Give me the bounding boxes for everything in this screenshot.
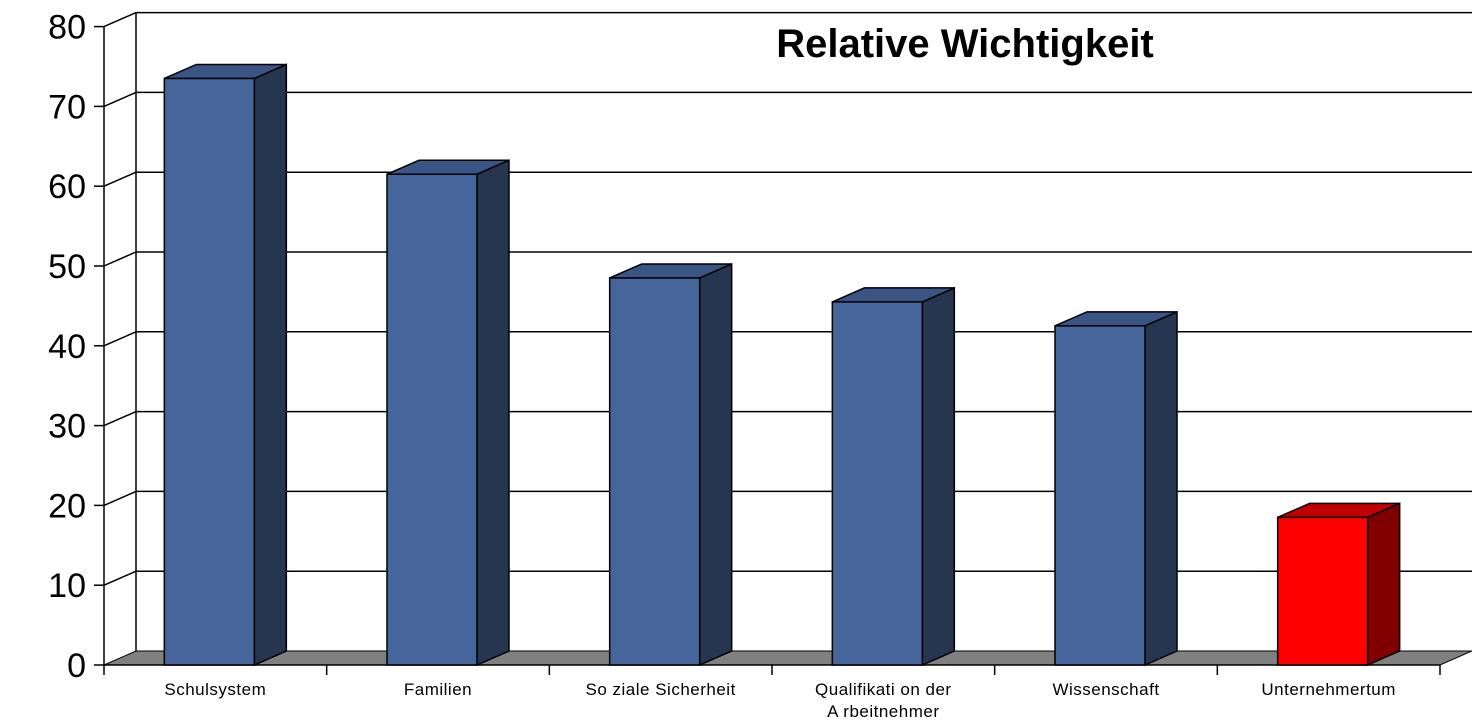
x-tick-labels: Schulsystem Familien So ziale Sicherheit Qu… bbox=[164, 680, 1396, 721]
gridline-diagonal bbox=[103, 171, 137, 187]
bar-side bbox=[698, 262, 733, 667]
bar bbox=[608, 262, 733, 667]
y-tick-label: 10 bbox=[48, 567, 86, 605]
gridline-diagonal bbox=[103, 410, 137, 427]
chart-floor bbox=[103, 650, 1472, 666]
gridline-diagonal bbox=[103, 11, 137, 28]
x-tick-label: So ziale Sicherheit bbox=[586, 680, 736, 699]
x-tick-label: Schulsystem bbox=[164, 680, 266, 699]
gridline-diagonal bbox=[103, 331, 137, 347]
gridline-diagonal bbox=[103, 490, 137, 507]
bar-front bbox=[608, 277, 701, 666]
y-tick-label: 60 bbox=[48, 168, 86, 206]
gridline-diagonal bbox=[103, 570, 137, 586]
bar bbox=[1276, 502, 1401, 667]
y-tick-labels: 0 10 20 30 40 50 60 70 80 bbox=[48, 9, 86, 685]
x-tick-label: Wissenschaft bbox=[1052, 680, 1159, 699]
y-tick-label: 50 bbox=[48, 248, 86, 286]
bar-side bbox=[1144, 310, 1178, 667]
bar-front bbox=[1054, 325, 1146, 666]
x-tick-label: Familien bbox=[404, 680, 472, 699]
bar bbox=[1054, 310, 1178, 667]
y-tick-label: 20 bbox=[48, 487, 86, 525]
y-tick-label: 40 bbox=[48, 328, 86, 366]
bar-side bbox=[476, 159, 510, 667]
bar-front bbox=[831, 301, 924, 666]
y-tick-label: 30 bbox=[48, 408, 86, 446]
gridline-diagonal bbox=[103, 251, 137, 267]
x-tick-label: A rbeitnehmer bbox=[827, 702, 939, 720]
axes bbox=[94, 12, 1441, 675]
bar bbox=[163, 63, 288, 667]
floor-plane bbox=[103, 650, 1472, 666]
bar bbox=[386, 159, 510, 667]
bar-front bbox=[1276, 516, 1369, 666]
bar-side bbox=[921, 286, 956, 667]
bar-side bbox=[1366, 502, 1401, 667]
x-tick-label: Qualifikati on der bbox=[815, 680, 952, 699]
x-tick-label: Unternehmertum bbox=[1261, 680, 1396, 699]
bar-side bbox=[253, 63, 288, 667]
y-tick-label: 80 bbox=[48, 9, 86, 47]
bar-front bbox=[163, 77, 256, 666]
bar bbox=[831, 286, 956, 667]
bar-front bbox=[386, 173, 478, 666]
gridlines bbox=[103, 11, 1472, 586]
chart-title: Relative Wichtigkeit bbox=[776, 22, 1154, 66]
y-tick-label: 70 bbox=[48, 88, 86, 126]
y-tick-label: 0 bbox=[67, 647, 86, 685]
bars bbox=[163, 63, 1401, 667]
gridline-diagonal bbox=[103, 91, 137, 108]
